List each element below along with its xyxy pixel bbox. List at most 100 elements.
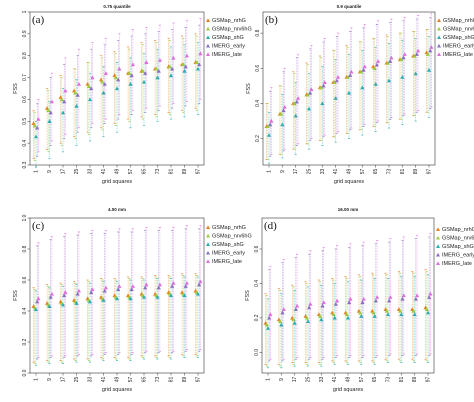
data-point-d <box>279 322 284 327</box>
data-point-a <box>76 82 81 86</box>
data-point-a <box>87 97 93 102</box>
y-tick-label-c: 0.6 <box>22 276 28 283</box>
series-c-IMERG_early <box>35 228 202 360</box>
data-point-b <box>362 64 367 69</box>
legend-entry-a: IMERG_late <box>212 52 242 58</box>
series-a-GSMap_shG <box>33 42 201 168</box>
x-tick-label-b: 17 <box>293 169 299 175</box>
x-tick-label-b: 81 <box>400 169 406 175</box>
data-point-d <box>425 310 431 315</box>
legend-marker-b <box>437 43 441 48</box>
x-tick-label-a: 41 <box>101 169 107 175</box>
data-point-a <box>155 75 160 80</box>
legend-marker-a <box>206 43 210 48</box>
legend-marker-d <box>436 261 440 265</box>
x-tick-label-b: 89 <box>413 169 419 175</box>
data-point-d <box>304 315 309 320</box>
legend-entry-c: GSMap_nrhG <box>212 225 246 231</box>
data-point-d <box>348 296 353 301</box>
x-tick-label-b: 25 <box>307 169 313 175</box>
legend-entry-b: IMERG_early <box>443 44 474 50</box>
data-point-d <box>265 326 271 330</box>
x-tick-label-d: 25 <box>306 377 312 383</box>
data-point-d <box>331 312 336 317</box>
series-b-IMERG_late <box>269 13 434 155</box>
data-point-c <box>144 282 149 287</box>
data-point-a <box>35 125 40 130</box>
y-tick-label-d: 0.4 <box>254 280 260 287</box>
data-point-b <box>348 73 353 77</box>
data-point-a <box>140 68 145 73</box>
data-point-d <box>424 307 429 311</box>
data-point-d <box>294 303 300 308</box>
legend-entry-d: GSMap_nrv6hG <box>442 236 474 242</box>
data-point-b <box>375 59 381 63</box>
data-point-a <box>141 79 147 84</box>
legend-marker-c <box>206 259 210 263</box>
x-tick-label-c: 57 <box>128 377 134 383</box>
data-point-a <box>46 108 51 113</box>
series-a-GSMap_nrv6hG <box>32 35 199 161</box>
x-tick-label-c: 49 <box>115 377 121 383</box>
data-point-d <box>358 310 363 315</box>
data-point-c <box>184 281 189 285</box>
x-tick-label-a: 73 <box>155 169 161 175</box>
series-b-GSMap_nrv6hG <box>265 29 430 161</box>
legend-entry-d: GSMap_nrhG <box>442 227 474 233</box>
y-tick-label-a: 0.8 <box>22 52 28 59</box>
series-a-GSMap_nrhG <box>31 33 198 159</box>
data-point-d <box>372 314 377 318</box>
data-point-c <box>47 304 52 309</box>
x-tick-label-a: 49 <box>115 169 121 175</box>
x-tick-label-a: 97 <box>196 169 202 175</box>
panel-label-a: (a) <box>32 14 45 26</box>
data-point-c <box>171 281 176 285</box>
data-point-d <box>399 312 404 317</box>
data-point-c <box>130 284 135 288</box>
data-point-d <box>334 298 340 303</box>
legend-entry-d: IMERG_early <box>442 253 474 259</box>
legend-marker-d <box>436 252 440 257</box>
legend-marker-b <box>437 35 441 39</box>
y-tick-label-b: 0.6 <box>255 65 261 72</box>
y-tick-label-d: 0.6 <box>254 245 260 252</box>
legend-entry-b: IMERG_late <box>443 52 473 58</box>
y-tick-label-b: 0.8 <box>255 29 261 36</box>
x-tick-label-c: 1 <box>34 378 40 381</box>
y-tick-label-a: 0.3 <box>22 161 28 168</box>
legend-marker-d <box>436 244 440 248</box>
data-point-d <box>387 298 392 303</box>
data-point-d <box>305 319 311 324</box>
panel-label-b: (b) <box>265 14 278 26</box>
data-point-b <box>322 80 327 85</box>
data-point-d <box>291 317 296 322</box>
data-point-b <box>388 59 393 63</box>
data-point-d <box>398 308 403 313</box>
data-point-b <box>268 122 273 127</box>
data-point-d <box>321 300 326 305</box>
x-tick-label-c: 17 <box>61 377 67 383</box>
y-tick-label-c: 0.0 <box>22 369 28 376</box>
data-point-c <box>90 287 95 291</box>
y-tick-label-c: 0.8 <box>22 245 28 252</box>
data-point-b <box>346 90 352 95</box>
data-point-a <box>127 71 132 75</box>
y-tick-label-a: 0.6 <box>22 96 28 103</box>
data-point-a <box>184 53 189 58</box>
x-tick-label-a: 81 <box>169 169 175 175</box>
x-axis-label-c: grid squares <box>102 387 133 393</box>
data-point-d <box>318 314 323 318</box>
legend-entry-c: IMERG_late <box>212 259 242 265</box>
data-point-b <box>400 74 405 79</box>
data-point-d <box>427 295 432 299</box>
data-point-b <box>429 45 434 49</box>
legend-marker-a <box>206 26 210 31</box>
data-point-b <box>389 55 394 60</box>
data-point-b <box>414 52 419 56</box>
legend-a: GSMap_nrhG GSMap_nrv6hG GSMap_shG IMERG_ear… <box>206 18 252 58</box>
data-point-b <box>373 82 378 86</box>
data-point-a <box>130 62 135 67</box>
series-d-IMERG_early <box>267 236 432 362</box>
legend-entry-d: GSMap_shG <box>442 244 474 250</box>
data-point-d <box>347 300 352 305</box>
